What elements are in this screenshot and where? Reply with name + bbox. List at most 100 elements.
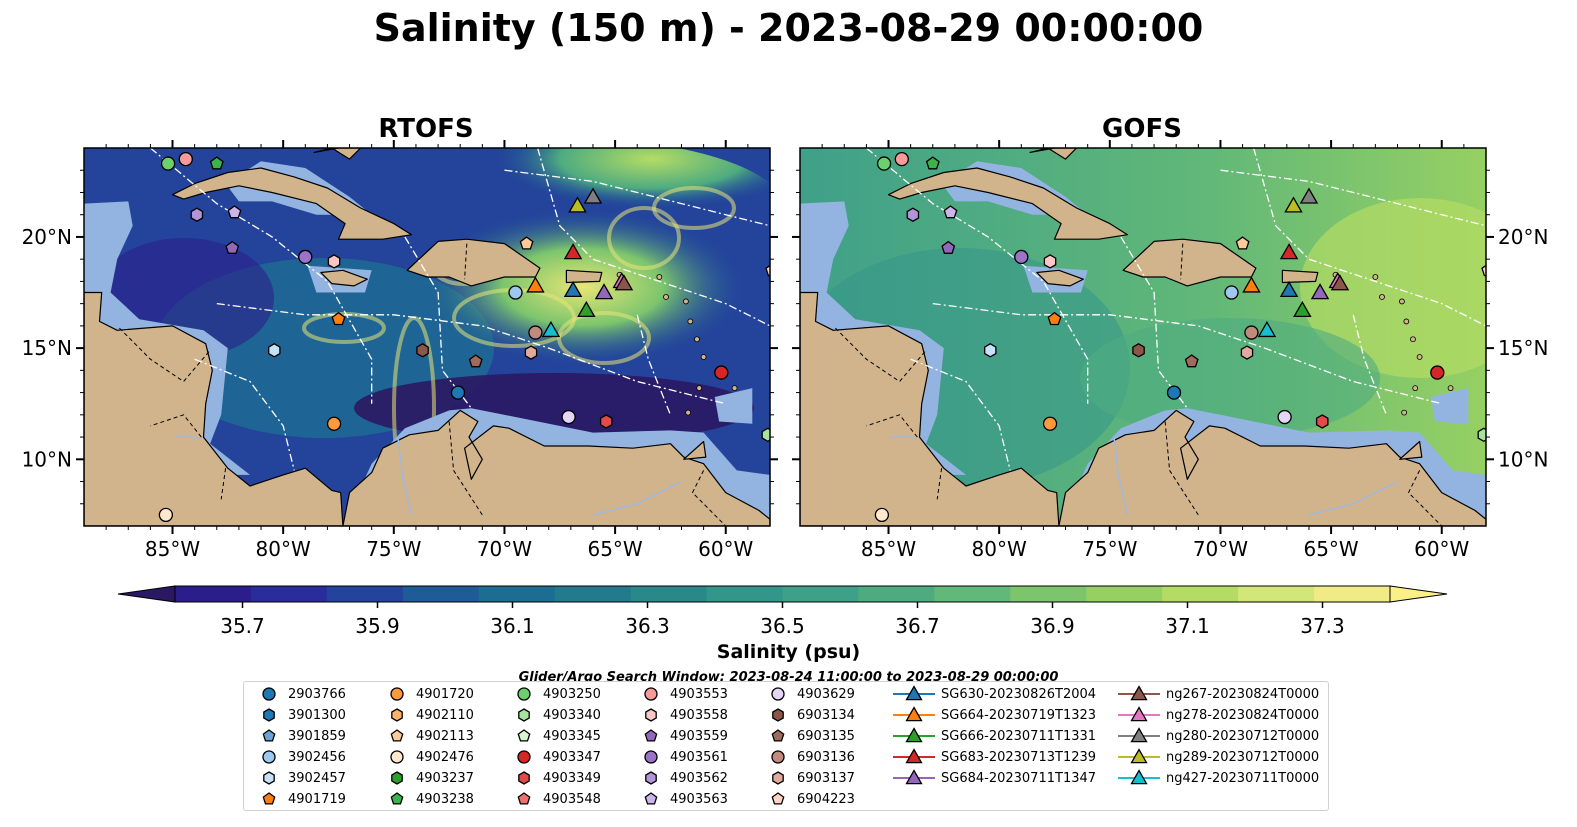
triangle-line-icon [893,706,935,722]
panel-title-rtofs: RTOFS [378,114,474,144]
legend-item-label: 4903349 [543,770,601,786]
legend-item: 4902110 [384,705,474,725]
platform-marker-4901720 [326,416,342,431]
lat-tick-label: 15°N [22,336,72,360]
pentagon-marker-icon [262,792,276,805]
legend-item-label: 3901300 [288,707,346,723]
platform-marker-4902476 [874,507,890,523]
platform-marker-4903250 [160,156,176,171]
platform-marker-4903238 [925,156,940,170]
legend-item: 4903250 [511,684,601,704]
colorbar-tick-label: 36.3 [625,614,670,638]
legend-item-label: 4903561 [670,749,728,765]
legend-item: 4902113 [384,726,474,746]
legend-item-label: ng280-20230712T0000 [1166,728,1320,744]
platform-marker-4903559 [941,240,956,254]
lon-tick-label: 80°W [256,537,311,561]
lat-tick-label: 15°N [1498,336,1548,360]
platform-marker-4903349 [599,414,613,429]
colorbar-segment [554,586,632,602]
legend-item: 6903136 [765,747,855,767]
triangle-line-icon [1118,727,1160,743]
hexagon-marker-icon [263,771,275,785]
legend-item-label: 3902456 [288,749,346,765]
legend-item-label: 4903553 [670,686,728,702]
platform-marker-4903553 [178,151,193,167]
colorbar-tick-label: 37.3 [1300,614,1345,638]
colorbar-segment [934,586,1011,602]
hexagon-marker-icon [391,708,403,722]
legend-item-label: 4901719 [288,791,346,807]
pentagon-marker-icon [517,792,531,805]
legend-item: 4903559 [638,726,728,746]
platform-marker-SG630-20230826T2004 [1279,280,1299,298]
legend-item: 4901720 [384,684,474,704]
legend-item-label: SG666-20230711T1331 [941,728,1097,744]
figure-canvas: 85°W 80°W 75°W 70°W 65°W 60°W 20°N 15°N 10°N 85°… [22,140,1548,638]
legend-item: SG666-20230711T1331 [893,726,1096,746]
platform-marker-4903629 [561,409,576,425]
platform-marker-3902456 [1224,285,1239,300]
platform-marker-4903347 [714,365,729,380]
platform-marker-SG684-20230711T1347 [594,283,614,300]
legend-item-label: 4903345 [543,728,601,744]
legend-item: 4903558 [638,705,728,725]
triangle-line-icon [893,727,935,743]
legend-item: 6903137 [765,768,855,788]
colorbar-tick-label: 35.7 [220,614,265,638]
colorbar-segment [175,586,252,602]
colorbar-segment [858,586,935,602]
salinity-colorbar: 35.7 35.9 36.1 36.3 36.5 36.7 36.9 37.1 37.3 [117,585,1448,638]
lat-tick-label: 20°N [1498,225,1548,249]
legend-item-label: 4903237 [416,770,474,786]
colorbar-segment [782,586,859,602]
pentagon-marker-icon [390,792,404,805]
lon-tick-label: 85°W [145,537,200,561]
platform-marker-SG683-20230713T1239 [1279,243,1299,260]
platform-marker-4903629 [1277,409,1292,425]
legend-item-label: 6904223 [797,791,855,807]
legend-item: 4903629 [765,684,855,704]
search-window-note: Glider/Argo Search Window: 2023-08-24 11… [518,670,1059,682]
platform-marker-3902456 [508,285,523,300]
platform-marker-ng427-20230711T0000 [1257,320,1277,338]
lon-tick-label: 75°W [366,537,421,561]
legend-item: 6903135 [765,726,855,746]
triangle-line-icon [893,748,935,764]
platform-marker-4903563 [943,205,958,219]
pentagon-marker-icon [517,729,531,742]
legend-item: 3901300 [256,705,346,725]
legend-item: 4902476 [384,747,474,767]
pentagon-marker-icon [390,729,404,742]
lat-tick-label: 20°N [22,225,72,249]
legend-item: 6904223 [765,789,855,809]
legend-item: SG684-20230711T1347 [893,768,1096,788]
hexagon-marker-icon [772,771,784,785]
colorbar-segment [402,586,480,602]
panel-title-gofs: GOFS [1102,114,1182,144]
platform-marker-SG630-20230826T2004 [563,280,583,298]
platform-marker-6903135 [1184,354,1199,368]
legend-item-label: 3902457 [288,770,346,786]
platform-marker-ng280-20230712T0000 [583,187,603,204]
legend-item-label: 4903347 [543,749,601,765]
lon-tick-label: 60°W [698,537,753,561]
platform-marker-4903562 [190,207,204,222]
circle-marker-icon [390,750,404,764]
hexagon-marker-icon [263,708,275,722]
pentagon-marker-icon [771,792,785,805]
triangle-line-icon [893,685,935,701]
pentagon-marker-icon [771,729,785,742]
legend-item-label: 4903558 [670,707,728,723]
figure-title: Salinity (150 m) - 2023-08-29 00:00:00 [373,6,1204,50]
circle-marker-icon [517,687,531,701]
legend-item: 4903553 [638,684,728,704]
legend-item: SG683-20230713T1239 [893,747,1096,767]
platform-marker-ng427-20230711T0000 [541,320,561,338]
platform-marker-4903340 [1477,427,1486,443]
platform-marker-ng267-20230824T0000 [1330,274,1350,291]
platform-marker-4901719 [1047,311,1062,326]
platform-marker-4903553 [894,151,909,167]
legend-item: ng278-20230824T0000 [1118,705,1319,725]
legend-item: ng280-20230712T0000 [1118,726,1319,746]
